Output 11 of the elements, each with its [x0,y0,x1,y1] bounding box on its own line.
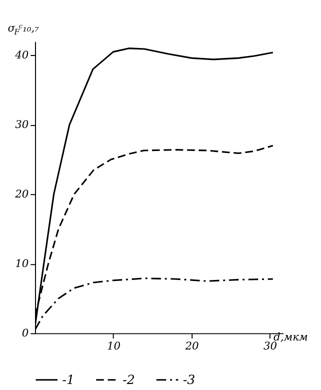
x-tick-label: 20 [184,339,199,352]
legend-label: -2 [122,372,135,387]
y-tick-label: 40 [14,48,29,62]
y-tick-label: 30 [15,118,29,132]
y-tick-label: 0 [22,326,29,340]
x-tick-label: 10 [106,339,121,352]
y-tick-label: 10 [15,257,29,270]
x-tick-label: 30 [263,339,278,352]
legend-label: -3 [182,372,196,387]
legend-label: -1 [62,372,75,387]
y-tick-label: 20 [14,188,29,201]
